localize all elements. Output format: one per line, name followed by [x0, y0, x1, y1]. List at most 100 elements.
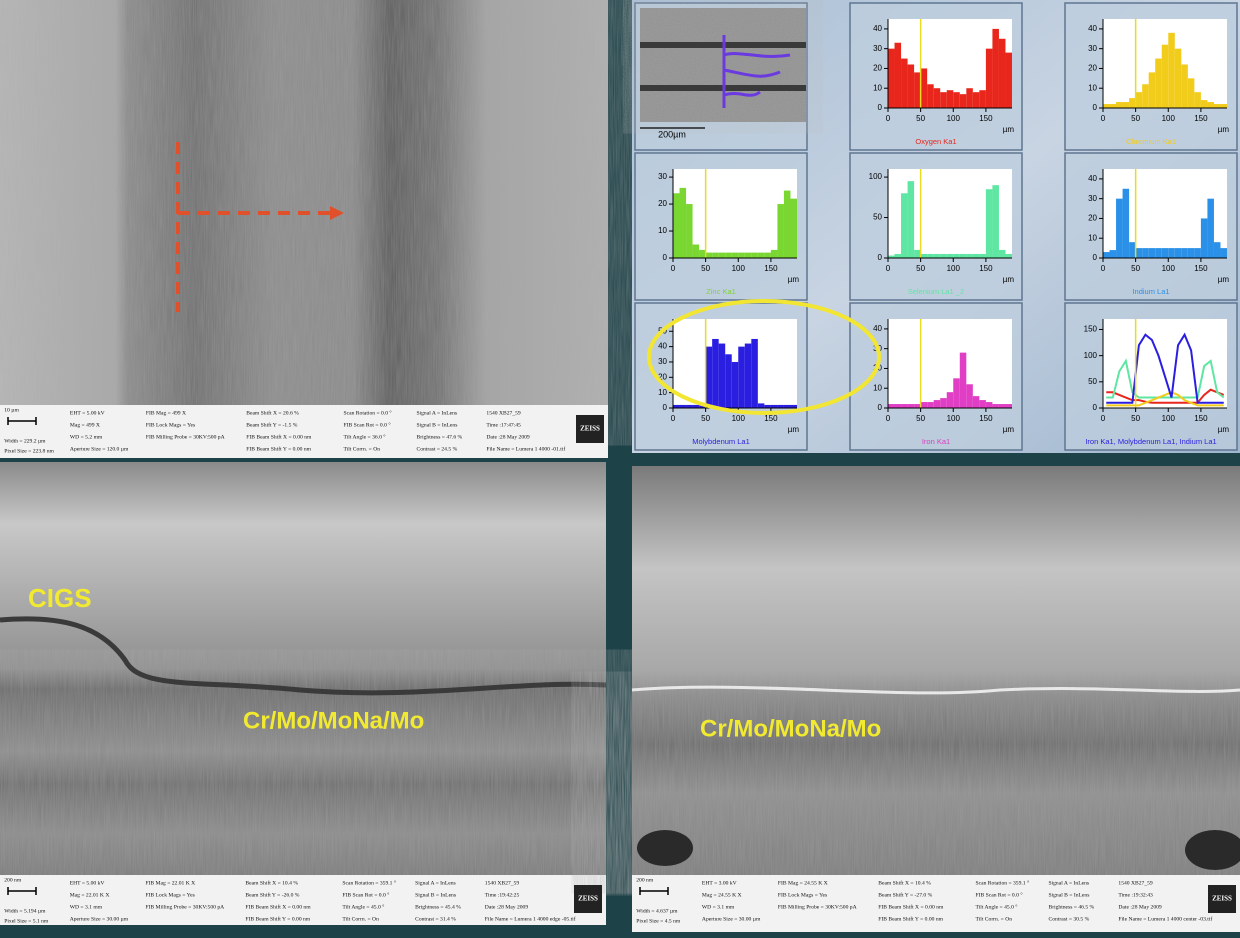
spectrum-bar	[907, 181, 915, 258]
y-tick-label: 100	[1084, 351, 1098, 360]
info-text: Scan Rotation = 359.1 °	[976, 879, 1030, 886]
spectrum-bar	[940, 92, 947, 108]
info-text: FIB Beam Shift Y = 0.00 nm	[246, 445, 311, 452]
logo: ZEISS	[578, 895, 598, 903]
info-text: Mag = 24.55 K X	[702, 892, 742, 898]
spectrum-bar	[699, 249, 706, 258]
y-tick-label: 0	[663, 403, 668, 412]
info-text: 1540 XB27_59	[486, 410, 521, 416]
spectrum-bar	[1187, 248, 1195, 258]
spectrum-bar	[894, 253, 902, 258]
info-text: Contrast = 31.4 %	[415, 916, 456, 922]
spectrum-bar	[679, 187, 687, 258]
logo-box	[576, 415, 604, 443]
spectrum-bar	[985, 402, 993, 408]
spectrum-bar	[1103, 104, 1110, 108]
chart-title: Iron Ka1	[922, 437, 950, 446]
spectrum-bar	[985, 48, 993, 108]
info-text: FIB Beam Shift Y = 0.00 nm	[878, 915, 943, 922]
scale-bar	[7, 887, 37, 895]
y-tick-label: 40	[873, 324, 882, 333]
info-text: EHT = 5.00 kV	[70, 410, 105, 416]
spectrum-bar	[1220, 104, 1227, 108]
scale-bar	[639, 887, 669, 895]
info-text: File Name = Lumera 1 4000 edge -05.tif	[485, 915, 576, 922]
spectrum-bar	[686, 404, 693, 408]
y-tick-label: 20	[873, 64, 882, 73]
y-tick-label: 30	[873, 44, 882, 53]
spectrum-bar	[783, 404, 791, 408]
info-text: 1540 XB27_59	[1118, 880, 1153, 886]
info-text: Time :17:47:45	[486, 422, 521, 428]
info-text: Mag = 22.01 K X	[70, 892, 110, 898]
y-tick-label: 50	[1088, 377, 1097, 386]
y-tick-label: 10	[1088, 83, 1097, 92]
interface-line	[0, 616, 607, 696]
info-text: 1540 XB27_59	[485, 880, 520, 886]
x-tick-label: 0	[671, 414, 676, 423]
info-text: FIB Beam Shift X = 0.00 nm	[245, 903, 311, 910]
spectrum-bar	[933, 253, 941, 258]
info-text: Time :19:42:25	[485, 892, 520, 898]
info-text: Tilt Corrn. = On	[342, 916, 379, 922]
info-text: Tilt Corrn. = On	[976, 916, 1013, 922]
spectrum-bar	[790, 198, 797, 258]
info-text: Aperture Size = 30.00 µm	[70, 916, 129, 922]
info-text: Beam Shift Y = -27.0 %	[878, 891, 932, 898]
spectrum-bar	[901, 58, 908, 108]
axes	[1102, 169, 1227, 259]
y-tick-label: 40	[873, 24, 882, 33]
sem-texture	[0, 670, 606, 875]
info-text: Pixel Size = 4.5 nm	[636, 918, 681, 924]
y-tick-label: 30	[658, 172, 667, 181]
info-text: WD = 3.1 mm	[70, 904, 103, 910]
y-tick-label: 10	[873, 383, 882, 392]
sem-texture	[632, 690, 1240, 875]
axes	[1102, 319, 1227, 409]
spectrum-bar	[1168, 32, 1175, 108]
spectrum-bar	[985, 189, 993, 258]
x-tick-label: 50	[916, 264, 925, 273]
void	[1185, 830, 1240, 870]
x-tick-label: 50	[916, 414, 925, 423]
info-text: Tilt Corrn. = On	[344, 446, 381, 452]
arrow-head	[330, 206, 344, 220]
info-text: Contrast = 30.5 %	[1048, 916, 1089, 922]
spectrum-bar	[953, 378, 960, 408]
spectrum-bar	[933, 400, 941, 408]
info-text: FIB Beam Shift X = 0.00 nm	[878, 903, 944, 910]
x-tick-label: 100	[1162, 114, 1176, 123]
x-tick-label: 150	[979, 264, 993, 273]
x-tick-label: 150	[764, 264, 778, 273]
spectrum-bar	[673, 193, 680, 258]
y-tick-label: 100	[869, 172, 883, 181]
spectrum-bar	[979, 400, 986, 408]
info-text: WD = 5.2 mm	[70, 434, 103, 440]
spectrum-bar	[1174, 248, 1182, 258]
info-text: Width = 229.2 µm	[4, 438, 46, 444]
spectrum-bar	[1103, 252, 1110, 258]
info-text: FIB Milling Probe = 30KV:500 pA	[146, 434, 225, 440]
spectrum-bar	[1109, 250, 1117, 258]
y-tick-label: 0	[878, 403, 883, 412]
interface-line	[631, 685, 1240, 695]
info-text: Beam Shift Y = -1.5 %	[246, 421, 298, 428]
sem-texture	[0, 0, 608, 405]
spectrum-bar	[920, 402, 928, 408]
layer-label: Cr/Mo/MoNa/Mo	[700, 715, 881, 742]
spectrum-bar	[777, 404, 784, 408]
spectrum-bar	[1220, 248, 1227, 258]
chart-title: Molybdenum La1	[692, 437, 750, 446]
spectrum-bar	[1116, 198, 1123, 258]
spectrum-bar	[920, 253, 928, 258]
thumbnail-scale: 200µm	[658, 129, 686, 139]
y-tick-label: 20	[658, 199, 667, 208]
spectrum-bar	[966, 88, 973, 108]
info-text: Mag = 499 X	[70, 422, 100, 428]
info-text: Pixel Size = 223.8 nm	[4, 448, 54, 454]
spectrum-line	[1106, 388, 1225, 404]
info-text: Width = 4.637 µm	[636, 908, 678, 914]
spectrum-bar	[679, 404, 687, 408]
spectrum-line	[1106, 358, 1225, 399]
